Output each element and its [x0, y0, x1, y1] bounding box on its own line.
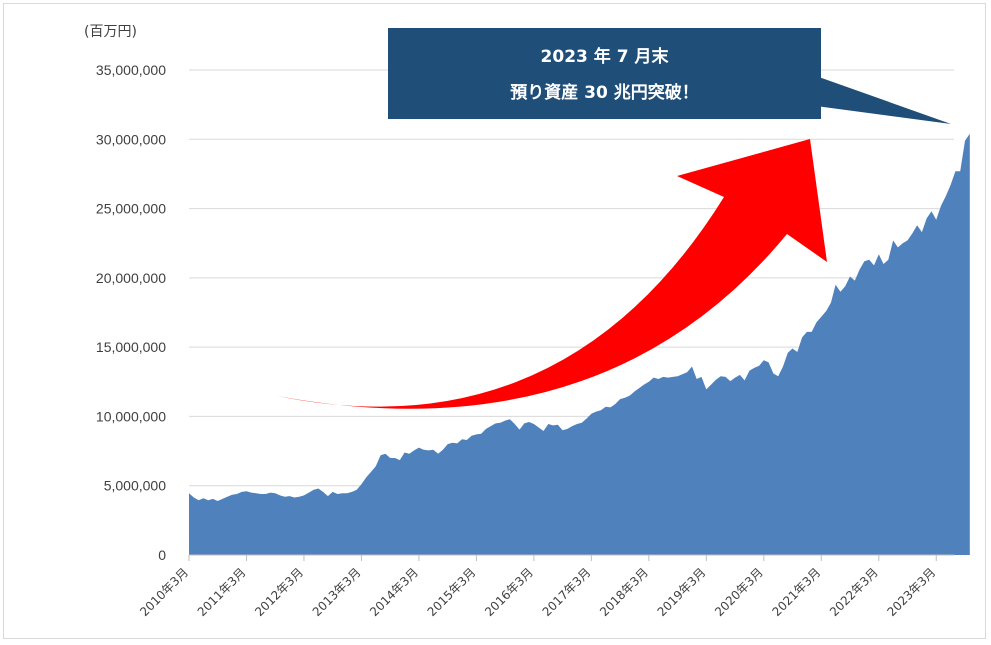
y-tick-label: 0 [158, 547, 166, 563]
x-tick-label: 2017年3月 [540, 565, 594, 619]
callout-line-2: 預り資産 30 兆円突破！ [510, 82, 699, 103]
y-tick-label: 25,000,000 [96, 201, 166, 217]
growth-arrow [277, 139, 827, 409]
x-tick-label: 2018年3月 [597, 565, 651, 619]
x-tick-label: 2016年3月 [482, 565, 536, 619]
x-tick-label: 2012年3月 [252, 565, 306, 619]
callout-line-1: 2023 年 7 月末 [541, 46, 670, 67]
x-tick-label: 2010年3月 [137, 565, 191, 619]
x-tick-label: 2022年3月 [827, 565, 881, 619]
x-tick-label: 2013年3月 [310, 565, 364, 619]
y-axis-tick-labels: 0 5,000,000 10,000,000 15,000,000 20,000,000… [96, 62, 166, 563]
x-tick-label: 2019年3月 [655, 565, 709, 619]
y-tick-label: 30,000,000 [96, 131, 166, 147]
callout-box [388, 28, 821, 119]
y-tick-label: 10,000,000 [96, 408, 166, 424]
x-tick-label: 2023年3月 [884, 565, 938, 619]
area-series [189, 133, 970, 555]
y-tick-label: 5,000,000 [104, 478, 166, 494]
x-axis: 2010年3月 2011年3月 2012年3月 2013年3月 2014年3月 2015年… [137, 554, 954, 619]
chart-frame: 0 5,000,000 10,000,000 15,000,000 20,000,000… [3, 3, 986, 639]
gridlines [189, 69, 954, 487]
callout: (百万円) 2023 年 7 月末 預り資産 30 兆円突破！ [84, 24, 951, 124]
area-chart: 0 5,000,000 10,000,000 15,000,000 20,000,000… [84, 24, 970, 619]
x-tick-label: 2011年3月 [195, 565, 249, 619]
x-tick-label: 2020年3月 [712, 565, 766, 619]
x-tick-label: 2015年3月 [425, 565, 479, 619]
data-area [189, 133, 970, 555]
y-tick-label: 20,000,000 [96, 270, 166, 286]
growth-arrow-shape [277, 139, 827, 409]
x-tick-label: 2014年3月 [367, 565, 421, 619]
x-tick-label: 2021年3月 [770, 565, 824, 619]
y-axis-unit-label: (百万円) [84, 24, 137, 40]
y-tick-label: 35,000,000 [96, 62, 166, 78]
y-tick-label: 15,000,000 [96, 339, 166, 355]
callout-pointer [816, 76, 951, 124]
